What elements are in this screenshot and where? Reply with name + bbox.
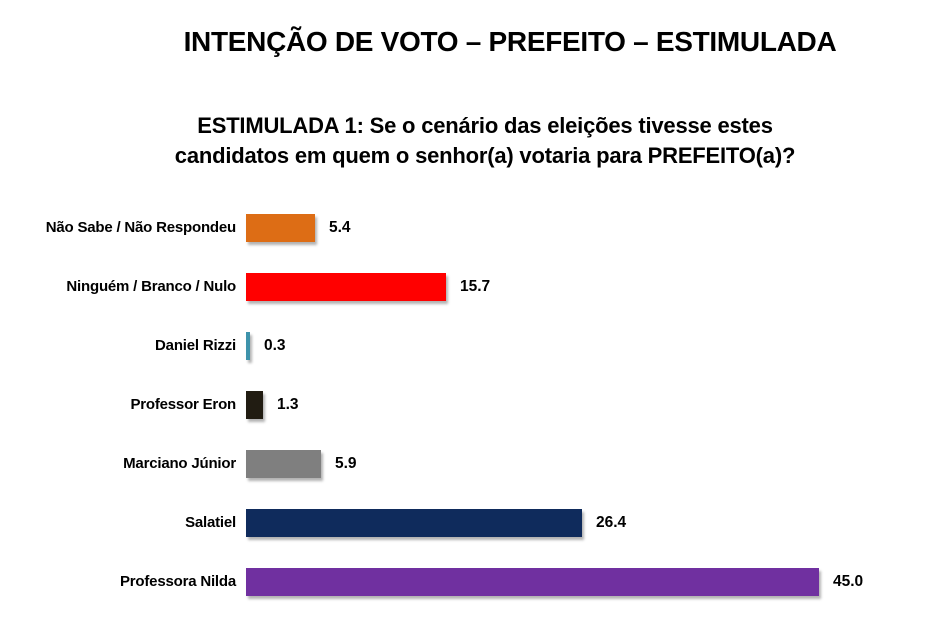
value-label: 0.3: [264, 336, 286, 354]
bar: [246, 272, 446, 301]
chart-subtitle-line1: ESTIMULADA 1: Se o cenário das eleições …: [197, 113, 773, 138]
category-label: Salatiel: [185, 514, 236, 531]
value-label: 5.9: [335, 454, 357, 472]
value-label: 1.3: [277, 395, 299, 413]
bar: [246, 508, 582, 537]
bar: [246, 449, 321, 478]
bar-row: Daniel Rizzi 0.3: [0, 316, 944, 375]
page-title: INTENÇÃO DE VOTO – PREFEITO – ESTIMULADA: [183, 26, 837, 57]
bar-row: Ninguém / Branco / Nulo 15.7: [0, 257, 944, 316]
value-label: 45.0: [833, 572, 864, 590]
category-label: Professor Eron: [130, 396, 236, 413]
bar-row: Salatiel 26.4: [0, 493, 944, 552]
chart-subtitle: ESTIMULADA 1: Se o cenário das eleições …: [0, 111, 944, 171]
bar-row: Professor Eron 1.3: [0, 375, 944, 434]
value-label: 5.4: [329, 218, 351, 236]
bar: [246, 213, 315, 242]
bar-row: Professora Nilda 45.0: [0, 552, 944, 611]
bar-row: Não Sabe / Não Respondeu 5.4: [0, 198, 944, 257]
category-label: Não Sabe / Não Respondeu: [45, 219, 236, 236]
value-label: 15.7: [460, 277, 491, 295]
value-label: 26.4: [596, 513, 627, 531]
category-label: Daniel Rizzi: [155, 337, 236, 354]
chart-subtitle-line2: candidatos em quem o senhor(a) votaria p…: [174, 143, 796, 168]
bar: [246, 567, 819, 596]
bar: [246, 331, 250, 360]
bar-chart: Não Sabe / Não Respondeu 5.4 Ninguém / Bra…: [0, 198, 944, 611]
bar-row: Marciano Júnior 5.9: [0, 434, 944, 493]
category-label: Professora Nilda: [119, 573, 236, 590]
category-label: Marciano Júnior: [123, 455, 236, 472]
bar: [246, 390, 263, 419]
category-label: Ninguém / Branco / Nulo: [66, 278, 236, 295]
